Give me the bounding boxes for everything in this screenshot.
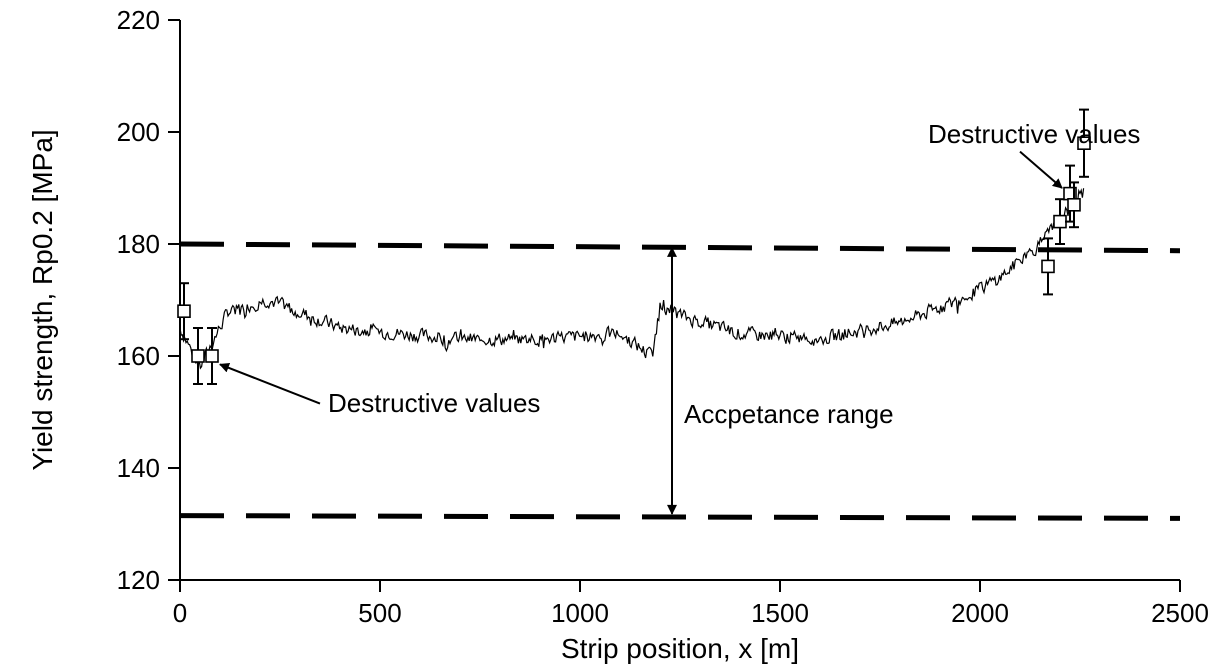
y-tick-label: 140 <box>117 453 160 483</box>
y-tick-label: 180 <box>117 229 160 259</box>
y-axis-label: Yield strength, Rp0.2 [MPa] <box>27 129 58 470</box>
destructive-point-marker <box>192 350 204 362</box>
x-tick-label: 0 <box>173 598 187 628</box>
x-axis-label: Strip position, x [m] <box>561 633 799 664</box>
y-tick-label: 120 <box>117 565 160 595</box>
destructive-values-left-label: Destructive values <box>328 388 540 418</box>
destructive-point-marker <box>206 350 218 362</box>
acceptance-range-label: Accpetance range <box>684 399 894 429</box>
x-tick-label: 1000 <box>551 598 609 628</box>
destructive-values-right-label: Destructive values <box>928 119 1140 149</box>
y-tick-label: 200 <box>117 117 160 147</box>
destructive-point-marker <box>1068 199 1080 211</box>
x-tick-label: 500 <box>358 598 401 628</box>
y-tick-label: 160 <box>117 341 160 371</box>
y-tick-label: 220 <box>117 5 160 35</box>
yield-strength-chart: 0 500 1000 1500 2000 2500 120 140 160 180 200 220 St… <box>0 0 1220 672</box>
destructive-point-marker <box>1054 216 1066 228</box>
destructive-point-marker <box>1042 260 1054 272</box>
x-tick-label: 2500 <box>1151 598 1209 628</box>
x-tick-label: 2000 <box>951 598 1009 628</box>
destructive-point-marker <box>178 305 190 317</box>
x-tick-label: 1500 <box>751 598 809 628</box>
